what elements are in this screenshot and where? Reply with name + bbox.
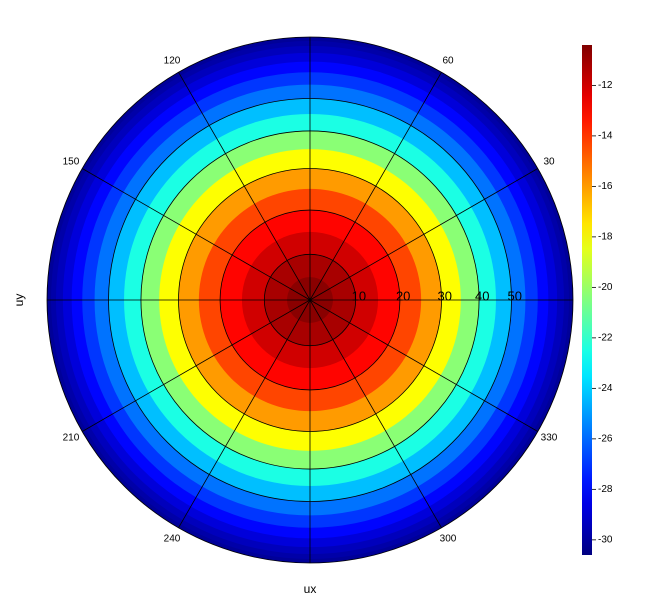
colorbar-tick-label: -24 xyxy=(598,383,613,394)
y-axis-label: uy xyxy=(12,294,26,307)
outer-border xyxy=(46,36,574,564)
spoke xyxy=(82,299,311,432)
colorbar-tick-label: -16 xyxy=(598,181,613,192)
theta-tick-label: 150 xyxy=(63,157,80,168)
colorbar-tick-label: -20 xyxy=(598,282,613,293)
theta-tick-label: 60 xyxy=(442,56,454,67)
spoke xyxy=(309,299,538,432)
r-tick-label: 10 xyxy=(352,288,366,303)
grid-circle xyxy=(178,168,442,432)
grid-circle xyxy=(263,253,357,347)
spoke xyxy=(82,168,311,301)
spoke xyxy=(178,72,311,301)
grid-circle xyxy=(140,130,480,470)
theta-tick-label: 240 xyxy=(164,534,181,545)
grid-circle xyxy=(219,209,401,391)
colorbar-tick-label: -14 xyxy=(598,131,613,142)
grid-circle xyxy=(108,98,512,502)
theta-tick-label: 30 xyxy=(543,157,555,168)
colorbar-tick-label: -28 xyxy=(598,484,613,495)
colorbar-tick-label: -12 xyxy=(598,80,613,91)
spoke xyxy=(309,72,442,301)
r-tick-label: 30 xyxy=(438,288,452,303)
spoke xyxy=(178,299,311,528)
colorbar xyxy=(582,45,592,555)
r-tick-label: 40 xyxy=(475,288,489,303)
spoke xyxy=(309,299,442,528)
colorbar-tick-label: -30 xyxy=(598,534,613,545)
x-axis-label: ux xyxy=(304,582,317,596)
r-tick-label: 20 xyxy=(396,288,410,303)
r-tick-label: 50 xyxy=(507,288,521,303)
polar-grid xyxy=(46,36,574,564)
theta-tick-label: 210 xyxy=(63,433,80,444)
colorbar-tick-label: -18 xyxy=(598,232,613,243)
colorbar-tick-label: -26 xyxy=(598,434,613,445)
theta-tick-label: 330 xyxy=(541,433,558,444)
spoke xyxy=(309,168,538,301)
theta-tick-label: 300 xyxy=(440,534,457,545)
colorbar-tick-label: -22 xyxy=(598,333,613,344)
theta-tick-label: 120 xyxy=(164,56,181,67)
